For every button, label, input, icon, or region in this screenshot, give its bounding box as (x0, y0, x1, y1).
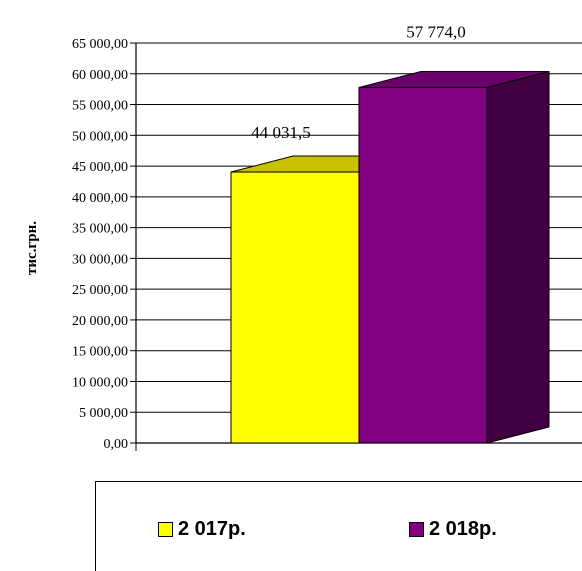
data-label: 44 031,5 (251, 123, 311, 142)
y-tick-label: 20 000,00 (72, 314, 128, 329)
y-tick-label: 40 000,00 (72, 191, 128, 206)
legend-label-2018: 2 018р. (429, 518, 497, 540)
legend-label-2017: 2 017р. (178, 518, 246, 540)
legend: 2 017р. 2 018р. (95, 481, 582, 571)
bars (230, 70, 550, 444)
y-tick-label: 65 000,00 (72, 37, 128, 52)
bar-chart: 0,00 5 000,00 10 000,00 15 000,00 20 000,00 2… (24, 22, 582, 452)
y-tick-label: 60 000,00 (72, 68, 128, 83)
y-tick-label: 0,00 (104, 437, 129, 452)
bar-front-face (230, 171, 360, 444)
y-tick-label: 55 000,00 (72, 99, 128, 114)
legend-swatch-2017 (158, 522, 173, 537)
y-tick-label: 35 000,00 (72, 222, 128, 237)
data-labels: 44 031,5 57 774,0 (251, 22, 466, 142)
bar-side-face (486, 70, 550, 444)
y-tick-label: 30 000,00 (72, 252, 128, 267)
y-tick-label: 10 000,00 (72, 375, 128, 390)
y-tick-label: 50 000,00 (72, 129, 128, 144)
legend-swatch-2018 (409, 522, 424, 537)
legend-item-2018: 2 018р. (409, 518, 497, 541)
y-axis-label: тис.грн. (24, 221, 40, 275)
bar-front-face (358, 86, 488, 444)
y-tick-label: 5 000,00 (79, 406, 128, 421)
data-label: 57 774,0 (406, 22, 466, 41)
y-tick-label: 15 000,00 (72, 345, 128, 360)
y-tick-labels: 0,00 5 000,00 10 000,00 15 000,00 20 000,00 2… (72, 37, 128, 452)
legend-item-2017: 2 017р. (158, 518, 246, 541)
bar-2 (358, 70, 550, 444)
y-tick-label: 25 000,00 (72, 283, 128, 298)
y-tick-label: 45 000,00 (72, 160, 128, 175)
